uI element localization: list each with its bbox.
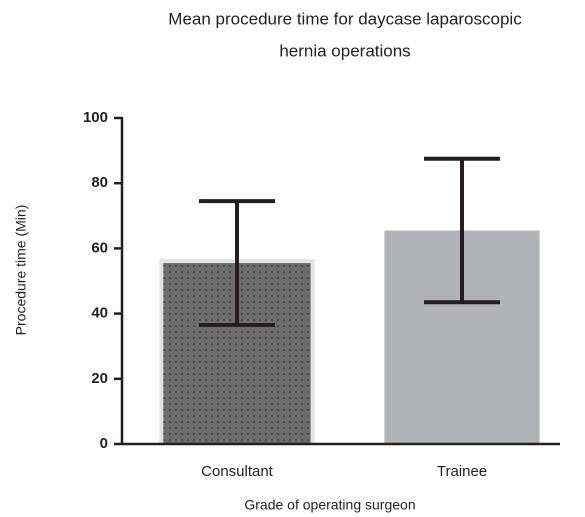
x-axis-label: Grade of operating surgeon — [244, 497, 415, 513]
y-tick-label: 0 — [100, 435, 108, 452]
y-tick-label: 20 — [91, 370, 108, 387]
x-tick-label: Trainee — [437, 463, 487, 480]
y-tick-label: 100 — [83, 109, 108, 126]
chart-title: hernia operations — [279, 41, 410, 60]
chart-title: Mean procedure time for daycase laparosc… — [168, 9, 522, 28]
y-tick-label: 60 — [91, 239, 108, 256]
y-axis-label: Procedure time (Min) — [13, 205, 29, 336]
x-tick-label: Consultant — [201, 463, 274, 480]
y-tick-label: 40 — [91, 305, 108, 322]
y-tick-label: 80 — [91, 174, 108, 191]
